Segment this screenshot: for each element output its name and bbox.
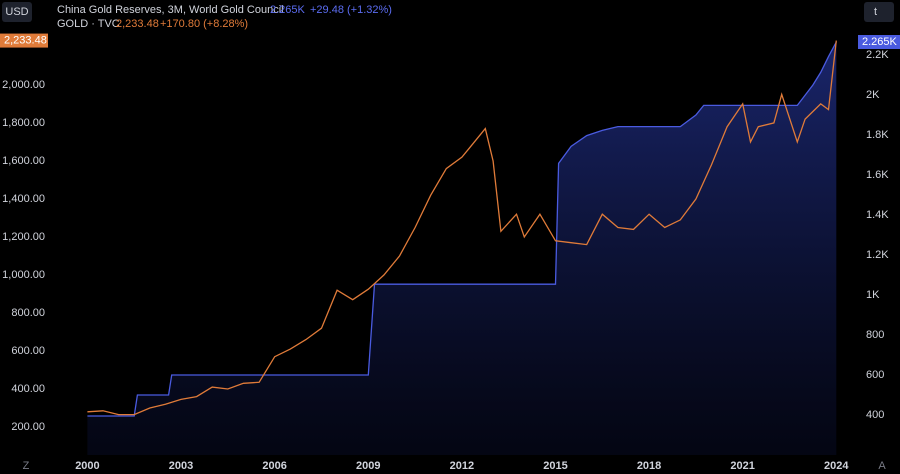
y2-tick-label: 400: [866, 409, 884, 421]
y2-tick-label: 1.6K: [866, 169, 889, 181]
y-tick-label: 200.00: [11, 421, 45, 433]
y-tick-label: 1,400.00: [2, 193, 45, 205]
x-tick-label: 2009: [356, 460, 380, 472]
y2-tick-label: 1.2K: [866, 249, 889, 261]
x-tick-label: 2015: [543, 460, 567, 472]
y2-tick-label: 1.8K: [866, 129, 889, 141]
price-tag: [0, 33, 48, 48]
y-tick-label: 800.00: [11, 307, 45, 319]
corner-label[interactable]: Z: [23, 460, 30, 472]
area: [87, 42, 837, 455]
legend-change: +29.48 (+1.32%): [310, 4, 392, 16]
y2-tick-label: 2K: [866, 89, 880, 101]
x-tick-label: 2006: [262, 460, 286, 472]
x-tick-label: 2024: [824, 460, 849, 472]
y2-tick-label: 2.2K: [866, 49, 889, 61]
y-tick-label: 2,000.00: [2, 79, 45, 91]
y2-tick-label: 800: [866, 329, 884, 341]
x-tick-label: 2012: [450, 460, 474, 472]
line: [87, 40, 837, 416]
left-unit: USD: [5, 6, 28, 18]
y-tick-label: 1,800.00: [2, 117, 45, 129]
price-tag-label: 2,233.48: [4, 34, 47, 46]
price-tag: [858, 35, 900, 49]
legend-name: GOLD · TVC: [57, 18, 120, 30]
y2-tick-label: 600: [866, 369, 884, 381]
y-tick-label: 600.00: [11, 345, 45, 357]
x-tick-label: 2003: [169, 460, 193, 472]
legend-name: China Gold Reserves, 3M, World Gold Coun…: [57, 4, 284, 16]
y2-tick-label: 1K: [866, 289, 880, 301]
y-tick-label: 1,200.00: [2, 231, 45, 243]
x-tick-label: 2021: [730, 460, 754, 472]
legend-value: 2.265K: [270, 4, 306, 16]
legend-value: 2,233.48: [116, 18, 159, 30]
corner-label[interactable]: A: [878, 460, 886, 472]
price-tag-label: 2.265K: [862, 36, 898, 48]
y-tick-label: 1,600.00: [2, 155, 45, 167]
y2-tick-label: 1.4K: [866, 209, 889, 221]
y-tick-label: 1,000.00: [2, 269, 45, 281]
y-tick-label: 400.00: [11, 383, 45, 395]
unit-box[interactable]: [864, 2, 894, 22]
unit-box[interactable]: [2, 2, 32, 22]
line: [87, 41, 837, 417]
right-unit: t: [874, 6, 877, 18]
legend-change: +170.80 (+8.28%): [160, 18, 248, 30]
x-tick-label: 2000: [75, 460, 99, 472]
x-tick-label: 2018: [637, 460, 661, 472]
plot-area: [87, 40, 837, 455]
